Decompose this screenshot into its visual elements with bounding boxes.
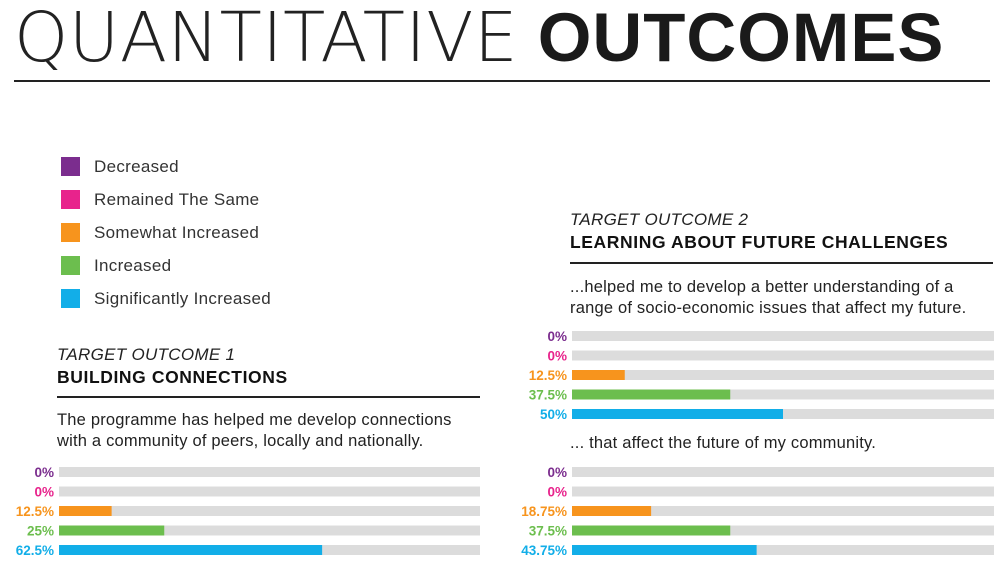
legend-label-decreased: Decreased: [94, 156, 179, 176]
outcome-1-bar-chart: 0% 0% 12.5% 25% 62.5%: [16, 465, 480, 558]
legend-swatch-decreased: [61, 157, 80, 176]
outcome-1-heading: TARGET OUTCOME 1 BUILDING CONNECTIONS: [57, 344, 288, 388]
legend-swatch-significantly-increased: [61, 289, 80, 308]
outcome-2-question-1-line-1: ...helped me to develop a better underst…: [570, 278, 954, 296]
outcome-2-question-2: ... that affect the future of my communi…: [570, 434, 877, 452]
outcome-1-question-line-1: The programme has helped me develop conn…: [57, 411, 452, 429]
bar-label-somewhat-increased: 12.5%: [529, 368, 567, 383]
legend-item-somewhat-increased: Somewhat Increased: [61, 216, 271, 249]
page-title: QUANTITATIVE OUTCOMES: [14, 0, 994, 78]
title-divider: [14, 80, 990, 82]
legend-item-significantly-increased: Significantly Increased: [61, 282, 271, 315]
bar-label-decreased: 0%: [547, 465, 567, 480]
outcome-2-divider: [570, 262, 993, 264]
legend-item-decreased: Decreased: [61, 150, 271, 183]
legend-item-increased: Increased: [61, 249, 271, 282]
bar-label-increased: 25%: [27, 524, 54, 539]
bar-track-decreased: [572, 331, 994, 341]
bar-label-somewhat-increased: 12.5%: [16, 504, 54, 519]
bar-label-remained-the-same: 0%: [547, 349, 567, 364]
bar-significantly-increased: [572, 409, 783, 419]
outcome-2-future-bar-chart: 0% 0% 12.5% 37.5% 50%: [529, 329, 994, 422]
bar-track-increased: [572, 389, 994, 400]
bar-somewhat-increased: [572, 506, 652, 516]
bar-increased: [572, 525, 731, 536]
bar-label-increased: 37.5%: [529, 388, 567, 403]
legend-label-remained-the-same: Remained The Same: [94, 189, 260, 209]
bar-track-somewhat-increased: [572, 506, 994, 516]
bar-increased: [59, 525, 165, 536]
bar-label-decreased: 0%: [34, 465, 54, 480]
outcome-2-question-1-line-2: range of socio-economic issues that affe…: [570, 299, 967, 317]
legend-label-somewhat-increased: Somewhat Increased: [94, 222, 260, 242]
bar-significantly-increased: [572, 545, 757, 555]
bar-track-somewhat-increased: [572, 370, 994, 380]
legend-swatch-increased: [61, 256, 80, 275]
bar-track-increased: [572, 525, 994, 536]
outcome-1-question-line-2: with a community of peers, locally and n…: [57, 432, 424, 450]
bar-somewhat-increased: [59, 506, 112, 516]
outcome-1-kicker: TARGET OUTCOME 1: [57, 345, 236, 364]
page-title-bold: OUTCOMES: [537, 0, 945, 76]
outcome-1-question: The programme has helped me develop conn…: [57, 410, 452, 452]
bar-label-remained-the-same: 0%: [547, 485, 567, 500]
bar-track-remained-the-same: [572, 350, 994, 361]
legend-label-significantly-increased: Significantly Increased: [94, 288, 271, 308]
outcome-1-name: BUILDING CONNECTIONS: [57, 367, 288, 387]
bar-track-increased: [59, 525, 480, 536]
outcome-2-heading: TARGET OUTCOME 2 LEARNING ABOUT FUTURE C…: [570, 209, 948, 253]
legend-item-remained-the-same: Remained The Same: [61, 183, 271, 216]
bar-increased: [572, 389, 731, 400]
bar-label-somewhat-increased: 18.75%: [521, 504, 567, 519]
bar-label-significantly-increased: 43.75%: [521, 543, 567, 558]
bar-track-somewhat-increased: [59, 506, 480, 516]
bar-somewhat-increased: [572, 370, 625, 380]
legend-swatch-somewhat-increased: [61, 223, 80, 242]
bar-label-significantly-increased: 50%: [540, 407, 567, 422]
outcome-1-divider: [57, 396, 480, 398]
bar-track-decreased: [59, 467, 480, 477]
bar-track-remained-the-same: [572, 486, 994, 497]
bar-label-decreased: 0%: [547, 329, 567, 344]
bar-label-increased: 37.5%: [529, 524, 567, 539]
bar-label-significantly-increased: 62.5%: [16, 543, 54, 558]
bar-track-remained-the-same: [59, 486, 480, 497]
outcome-2-question-1: ...helped me to develop a better underst…: [570, 277, 966, 319]
outcome-2-name: LEARNING ABOUT FUTURE CHALLENGES: [570, 232, 949, 252]
outcome-2-kicker: TARGET OUTCOME 2: [570, 210, 749, 229]
bar-significantly-increased: [59, 545, 323, 555]
legend-swatch-remained-the-same: [61, 190, 80, 209]
bar-label-remained-the-same: 0%: [34, 485, 54, 500]
page-title-light: QUANTITATIVE: [14, 0, 519, 78]
bar-track-decreased: [572, 467, 994, 477]
legend-label-increased: Increased: [94, 255, 172, 275]
bar-track-significantly-increased: [572, 545, 994, 555]
outcome-2-community-bar-chart: 0% 0% 18.75% 37.5% 43.75%: [521, 465, 994, 558]
legend: Decreased Remained The Same Somewhat Inc…: [61, 150, 271, 315]
